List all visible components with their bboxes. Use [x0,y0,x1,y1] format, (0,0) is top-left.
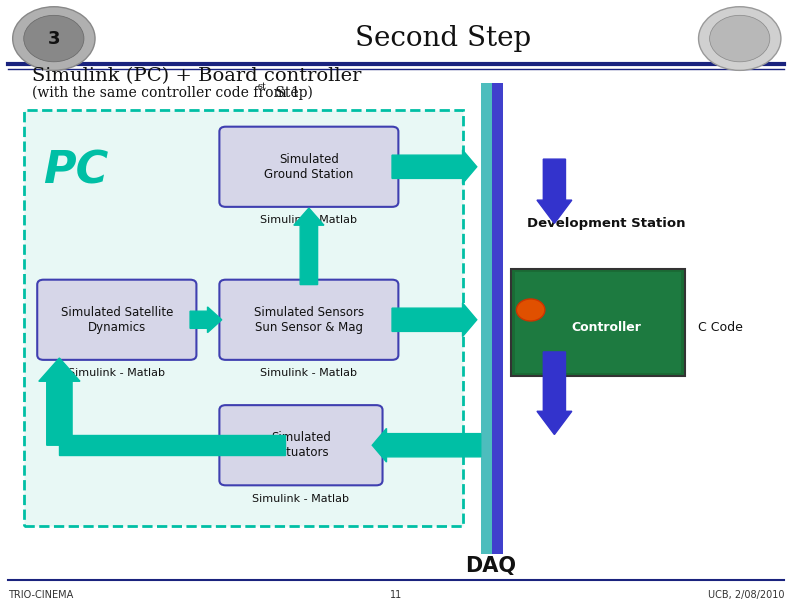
Text: UCB, 2/08/2010: UCB, 2/08/2010 [707,591,784,600]
FancyArrow shape [372,428,481,462]
Text: Simulink - Matlab: Simulink - Matlab [261,215,357,225]
Text: Simulink (PC) + Board controller: Simulink (PC) + Board controller [32,67,361,86]
Text: Controller: Controller [571,321,641,334]
Bar [492,83,503,554]
Circle shape [699,7,781,70]
FancyArrow shape [537,352,572,435]
Circle shape [24,15,84,62]
Text: Simulink - Matlab: Simulink - Matlab [261,368,357,378]
Bar [481,83,492,554]
Text: Simulink - Matlab: Simulink - Matlab [253,494,349,504]
FancyArrow shape [39,358,80,446]
Text: DAQ: DAQ [466,556,516,576]
FancyBboxPatch shape [219,280,398,360]
FancyArrow shape [59,436,285,455]
Text: st: st [257,83,266,91]
Text: Simulated
Ground Station: Simulated Ground Station [265,153,353,181]
Text: Simulink - Matlab: Simulink - Matlab [68,368,166,378]
Text: TRIO-CINEMA: TRIO-CINEMA [8,591,73,600]
Text: Step): Step) [271,86,313,100]
Text: (with the same controller code from 1: (with the same controller code from 1 [32,86,299,100]
FancyArrow shape [392,150,477,184]
Bar [511,269,685,376]
Text: 3: 3 [48,29,60,48]
Circle shape [516,299,545,321]
Bar [24,110,463,526]
Text: 11: 11 [390,591,402,600]
Text: Simulated Satellite
Dynamics: Simulated Satellite Dynamics [61,306,173,334]
Text: Development Station: Development Station [527,217,685,230]
Text: Simulated
Actuators: Simulated Actuators [271,431,331,459]
Text: Second Step: Second Step [356,25,531,52]
Text: Simulated Sensors
Sun Sensor & Mag: Simulated Sensors Sun Sensor & Mag [253,306,364,334]
Circle shape [710,15,770,62]
Text: C Code: C Code [699,321,743,334]
FancyArrow shape [294,208,324,285]
FancyBboxPatch shape [37,280,196,360]
FancyArrow shape [537,159,572,223]
Circle shape [13,7,95,70]
Text: PC: PC [43,150,108,193]
FancyArrow shape [392,303,477,337]
FancyBboxPatch shape [219,127,398,207]
FancyBboxPatch shape [219,405,383,485]
FancyArrow shape [190,307,222,333]
Bar [515,272,681,373]
